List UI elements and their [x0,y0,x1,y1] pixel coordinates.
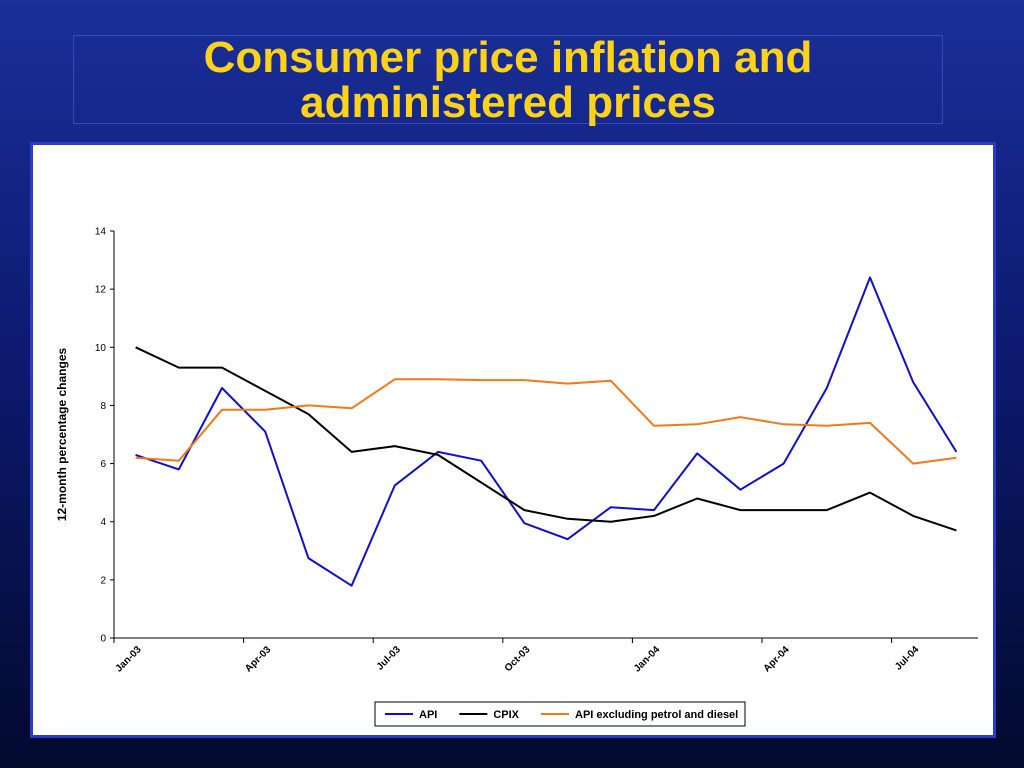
slide-title: Consumer price inflation and administere… [203,32,813,127]
y-tick-label: 0 [100,634,106,645]
series-line-cpix [135,346,957,532]
chart-legend: API CPIX API excluding petrol and diesel [374,701,746,727]
y-tick-label: 2 [100,575,106,586]
x-tick-label: Jan-04 [632,644,662,674]
chart-axes: 0 2 4 6 8 10 12 14 12-month percentage changes Ja… [55,227,978,675]
x-tick-label: Jan-03 [114,644,144,674]
y-axis-label: 12-month percentage changes [55,347,69,521]
series-line-api-excluding-petrol-and-diesel [135,378,957,465]
y-tick-label: 6 [100,459,106,470]
y-tick-label: 4 [100,517,106,528]
x-tick-label: Jul-04 [893,644,922,673]
chart-frame: 0 2 4 6 8 10 12 14 12-month percentage changes Ja… [30,142,996,738]
x-tick-label: Oct-03 [503,644,533,674]
y-tick-label: 12 [95,285,107,296]
slide-title-box: Consumer price inflation and administere… [73,32,943,127]
y-tick-label: 14 [95,227,107,238]
y-tick-label: 10 [95,343,107,354]
legend-entry: API excluding petrol and diesel [575,709,738,721]
x-tick-label: Apr-03 [243,644,273,674]
x-tick-label: Apr-04 [762,644,792,674]
x-tick-label: Jul-03 [375,644,404,673]
legend-entry: CPIX [493,709,519,721]
legend-entry: API [419,709,437,721]
series-line-api [135,276,958,587]
chart-series-lines [135,276,958,587]
line-chart: 0 2 4 6 8 10 12 14 12-month percentage changes Ja… [55,227,978,727]
y-tick-label: 8 [100,401,106,412]
